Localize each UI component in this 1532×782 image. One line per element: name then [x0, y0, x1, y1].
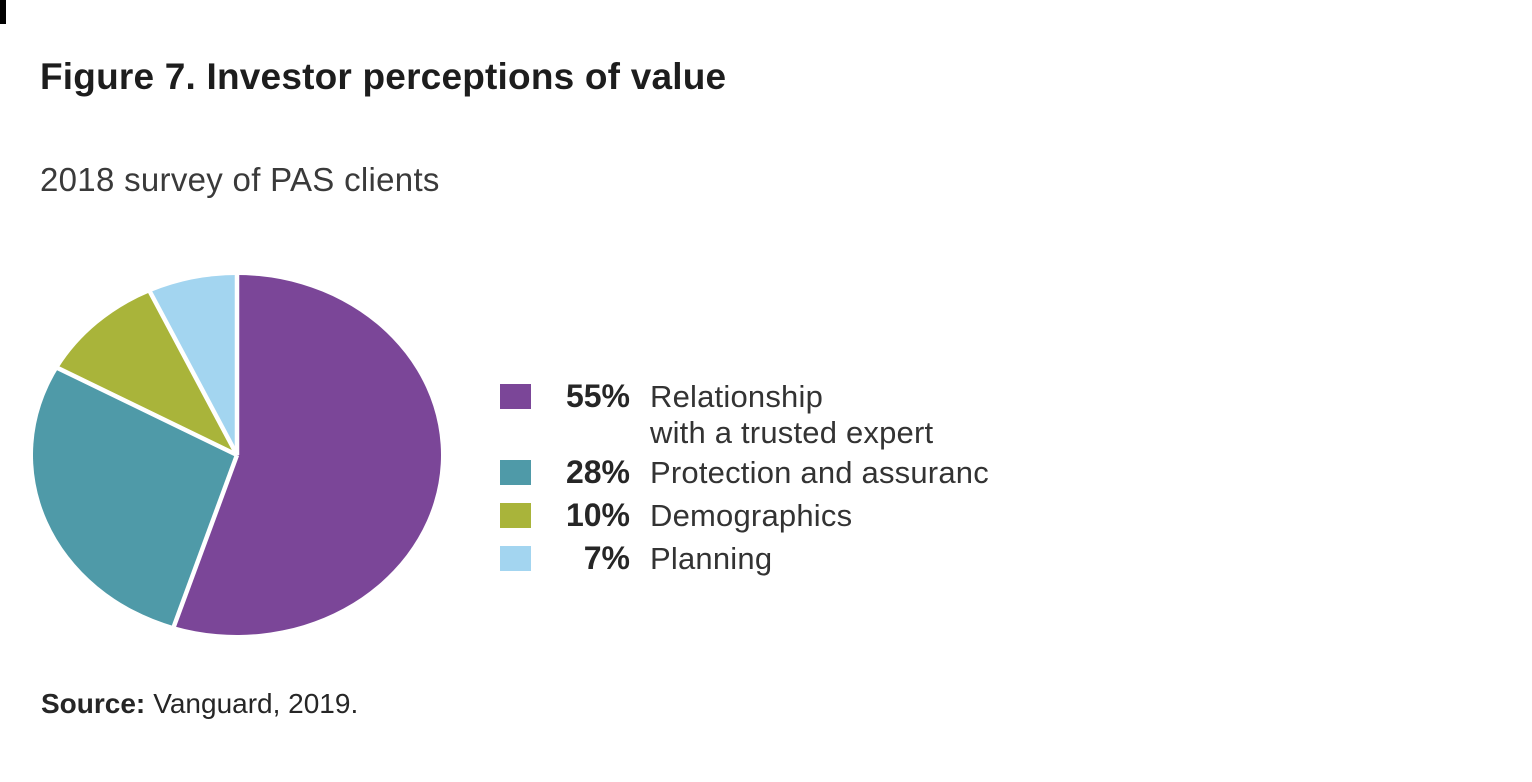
legend-swatch-relationship	[500, 384, 531, 409]
legend-pct: 7%	[583, 540, 630, 576]
source-label: Source:	[41, 688, 146, 719]
pie-slice	[173, 275, 441, 635]
legend-pct: 10%	[565, 497, 630, 533]
legend-swatch-protection	[500, 460, 531, 485]
pie-chart	[27, 269, 447, 641]
legend-row: 7% Planning	[500, 540, 772, 577]
figure-subtitle: 2018 survey of PAS clients	[40, 161, 440, 198]
legend-label: Relationship with a trusted expert	[650, 379, 934, 450]
legend-label: Protection and assuranc	[650, 455, 989, 490]
pie-slice-separator	[171, 454, 240, 629]
figure-title: Figure 7. Investor perceptions of value	[40, 56, 727, 97]
legend-pct: 55%	[565, 378, 630, 414]
pie-slice	[58, 292, 238, 455]
legend-label: Planning	[650, 541, 773, 576]
legend-swatch-planning	[500, 546, 531, 571]
source-value: Vanguard, 2019.	[153, 688, 359, 719]
legend-row: 55% Relationship with a trusted expert	[500, 378, 933, 451]
source-line: Source: Vanguard, 2019.	[41, 686, 358, 722]
legend-pct: 28%	[565, 454, 630, 490]
legend-label: Demographics	[650, 498, 853, 533]
screen-corner-artifact	[0, 0, 6, 24]
legend-row: 10% Demographics	[500, 497, 852, 534]
pie-chart-svg	[32, 273, 441, 635]
legend-row: 28% Protection and assuranc	[500, 454, 989, 491]
pie-slice-separator	[55, 365, 238, 458]
pie-slice-separator	[147, 289, 239, 457]
legend-swatch-demographics	[500, 503, 531, 528]
